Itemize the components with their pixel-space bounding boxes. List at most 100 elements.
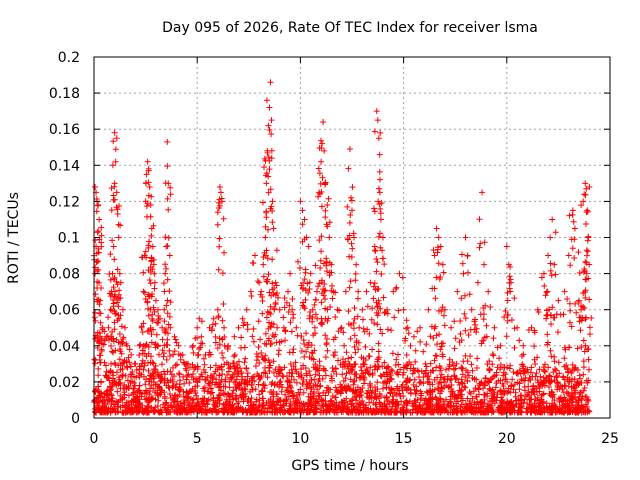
data-point: [235, 324, 242, 331]
data-point: [99, 397, 106, 404]
data-point: [388, 385, 395, 392]
data-point: [250, 260, 257, 267]
data-point: [381, 261, 388, 268]
data-point: [348, 407, 355, 414]
data-point: [460, 408, 467, 415]
data-point: [198, 333, 205, 340]
data-point: [442, 366, 449, 373]
data-point: [267, 79, 274, 86]
data-point: [489, 351, 496, 358]
data-point: [253, 350, 260, 357]
data-point: [114, 399, 121, 406]
data-point: [525, 389, 532, 396]
data-point: [293, 324, 300, 331]
data-point: [259, 382, 266, 389]
data-point: [584, 403, 591, 410]
data-point: [145, 267, 152, 274]
data-point: [255, 404, 262, 411]
data-point: [345, 308, 352, 315]
data-point: [239, 376, 246, 383]
data-point: [353, 371, 360, 378]
data-point: [255, 343, 262, 350]
data-point: [149, 359, 156, 366]
data-point: [115, 315, 122, 322]
data-point: [306, 380, 313, 387]
data-point: [399, 371, 406, 378]
data-point: [318, 248, 325, 255]
data-point: [533, 370, 540, 377]
data-point: [555, 297, 562, 304]
data-point: [243, 306, 250, 313]
data-point: [126, 346, 133, 353]
data-point: [580, 387, 587, 394]
data-point: [114, 211, 121, 218]
data-point: [337, 325, 344, 332]
data-point: [554, 329, 561, 336]
data-point: [371, 280, 378, 287]
data-point: [493, 394, 500, 401]
data-point: [314, 364, 321, 371]
data-point: [573, 309, 580, 316]
data-point: [546, 390, 553, 397]
data-point: [107, 306, 114, 313]
data-point: [218, 364, 225, 371]
data-point: [144, 158, 151, 165]
data-point: [261, 340, 268, 347]
data-point: [111, 360, 118, 367]
data-point: [216, 183, 223, 190]
data-point: [272, 301, 279, 308]
data-point: [368, 316, 375, 323]
data-point: [568, 384, 575, 391]
data-point: [225, 368, 232, 375]
data-point: [551, 397, 558, 404]
data-point: [107, 251, 114, 258]
data-point: [336, 307, 343, 314]
data-point: [115, 202, 122, 209]
data-point: [306, 286, 313, 293]
data-point: [374, 304, 381, 311]
data-point: [164, 368, 171, 375]
data-point: [124, 364, 131, 371]
data-point: [347, 194, 354, 201]
data-point: [400, 306, 407, 313]
data-point: [489, 361, 496, 368]
data-point: [403, 400, 410, 407]
data-point: [95, 245, 102, 252]
data-point: [231, 333, 238, 340]
data-point: [379, 408, 386, 415]
data-point: [147, 306, 154, 313]
data-point: [144, 200, 151, 207]
data-point: [273, 282, 280, 289]
data-point: [505, 261, 512, 268]
data-point: [388, 327, 395, 334]
data-point: [390, 396, 397, 403]
data-point: [407, 342, 414, 349]
data-point: [110, 335, 117, 342]
data-point: [459, 251, 466, 258]
data-point: [332, 313, 339, 320]
data-point: [444, 401, 451, 408]
data-point: [466, 291, 473, 298]
data-point: [257, 291, 264, 298]
data-point: [456, 381, 463, 388]
data-point: [139, 360, 146, 367]
data-point: [375, 233, 382, 240]
data-point: [216, 341, 223, 348]
data-point: [204, 406, 211, 413]
data-point: [105, 324, 112, 331]
data-point: [581, 385, 588, 392]
data-point: [440, 269, 447, 276]
data-point: [352, 387, 359, 394]
data-point: [95, 383, 102, 390]
data-point: [353, 261, 360, 268]
data-point: [109, 397, 116, 404]
data-point: [457, 388, 464, 395]
data-point: [164, 276, 171, 283]
data-point: [227, 406, 234, 413]
data-point: [560, 374, 567, 381]
data-point: [511, 295, 518, 302]
data-point: [429, 394, 436, 401]
data-point: [540, 270, 547, 277]
data-point: [551, 401, 558, 408]
data-point: [283, 397, 290, 404]
